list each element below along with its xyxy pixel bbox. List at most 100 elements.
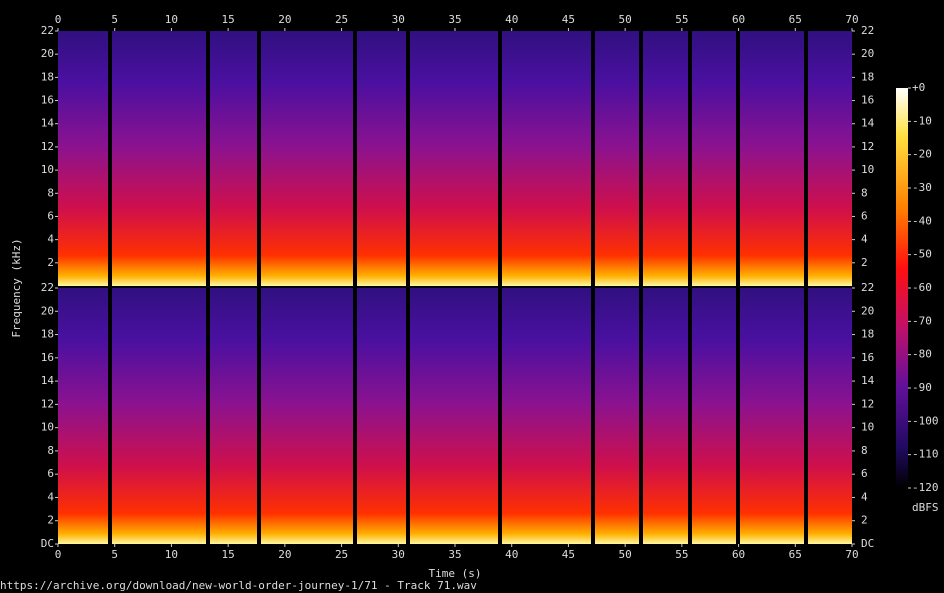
silence-gap — [206, 31, 210, 286]
y-tick-label: 20 — [41, 47, 54, 60]
x-tick-label: 45 — [562, 13, 575, 26]
silence-gap — [257, 31, 261, 286]
x-tick-label: 60 — [732, 13, 745, 26]
silence-gap — [257, 288, 261, 544]
colorbar-tick-label: -100 — [912, 414, 939, 427]
x-tick-label: 55 — [675, 548, 688, 561]
silence-gap — [498, 288, 502, 544]
silence-gap — [688, 31, 692, 286]
colorbar-tick-label: -120 — [912, 481, 939, 494]
y-tick-label: 10 — [41, 163, 54, 176]
y-tick-label: DC — [861, 537, 874, 550]
y-tick-label: 2 — [861, 256, 868, 269]
y-tick-label: 10 — [861, 421, 874, 434]
y-tick-label: 12 — [41, 140, 54, 153]
y-tick-label: 22 — [41, 281, 54, 294]
silence-gap — [353, 288, 357, 544]
y-tick-label: 12 — [861, 140, 874, 153]
y-tick-label: 14 — [41, 374, 55, 387]
y-tick-label: 16 — [861, 94, 874, 107]
colorbar — [896, 88, 908, 488]
x-tick-label: 0 — [55, 548, 62, 561]
x-tick-label: 10 — [165, 548, 178, 561]
y-tick-label: 6 — [47, 209, 54, 222]
colorbar-tick-label: -110 — [912, 448, 939, 461]
footer: https://archive.org/download/new-world-o… — [0, 579, 477, 592]
y-tick-label: 8 — [861, 444, 868, 457]
colorbar-tick-label: -10 — [912, 114, 932, 127]
y-tick-label: 18 — [861, 70, 874, 83]
x-tick-label: 20 — [278, 548, 291, 561]
y-tick-label: 14 — [861, 117, 875, 130]
silence-gap — [804, 31, 808, 286]
y-tick-label: 20 — [41, 304, 54, 317]
spectrogram-panel — [58, 288, 852, 544]
y-tick-label: 22 — [41, 24, 54, 37]
silence-gap — [591, 31, 595, 286]
silence-gap — [406, 288, 410, 544]
x-tick-label: 25 — [335, 13, 348, 26]
x-tick-label: 40 — [505, 548, 518, 561]
x-tick-label: 55 — [675, 13, 688, 26]
silence-gap — [108, 31, 112, 286]
y-tick-label: 4 — [47, 490, 54, 503]
y-tick-label: 4 — [861, 233, 868, 246]
silence-gap — [688, 288, 692, 544]
x-tick-label: 45 — [562, 548, 575, 561]
y-tick-label: 6 — [47, 467, 54, 480]
x-tick-label: 50 — [619, 13, 632, 26]
y-tick-label: 4 — [861, 490, 868, 503]
silence-gap — [639, 288, 643, 544]
y-tick-label: 22 — [861, 24, 874, 37]
silence-gap — [108, 288, 112, 544]
y-tick-label: 4 — [47, 233, 54, 246]
x-tick-label: 50 — [619, 548, 632, 561]
x-tick-label: 65 — [789, 548, 802, 561]
x-tick-label: 5 — [111, 13, 118, 26]
y-tick-label: 16 — [861, 351, 874, 364]
x-tick-label: 10 — [165, 13, 178, 26]
silence-gap — [804, 288, 808, 544]
x-tick-label: 5 — [111, 548, 118, 561]
x-tick-label: 30 — [392, 548, 405, 561]
x-tick-label: 30 — [392, 13, 405, 26]
x-tick-label: 15 — [222, 13, 235, 26]
x-tick-label: 15 — [222, 548, 235, 561]
colorbar-tick-label: -50 — [912, 248, 932, 261]
y-tick-label: 14 — [41, 117, 55, 130]
x-tick-label: 70 — [845, 548, 858, 561]
y-tick-label: 22 — [861, 281, 874, 294]
x-axis-label: Time (s) — [429, 567, 482, 580]
silence-gap — [206, 288, 210, 544]
x-tick-label: 65 — [789, 13, 802, 26]
y-tick-label: 6 — [861, 467, 868, 480]
colorbar-tick-label: +0 — [912, 81, 925, 94]
y-tick-label: 20 — [861, 304, 874, 317]
silence-gap — [353, 31, 357, 286]
silence-gap — [736, 288, 740, 544]
silence-gap — [639, 31, 643, 286]
y-tick-label: 6 — [861, 209, 868, 222]
y-tick-label: 8 — [47, 444, 54, 457]
silence-gap — [406, 31, 410, 286]
x-tick-label: 0 — [55, 13, 62, 26]
y-tick-label: 8 — [861, 186, 868, 199]
y-axis-label: Frequency (kHz) — [10, 238, 23, 337]
y-tick-label: 10 — [41, 421, 54, 434]
y-tick-label: 18 — [41, 328, 54, 341]
x-tick-label: 70 — [845, 13, 858, 26]
silence-gap — [736, 31, 740, 286]
x-tick-label: 25 — [335, 548, 348, 561]
x-tick-label: 35 — [448, 13, 461, 26]
x-tick-label: 60 — [732, 548, 745, 561]
y-tick-label: DC — [41, 537, 54, 550]
y-tick-label: 14 — [861, 374, 875, 387]
colorbar-label: dBFS — [912, 501, 939, 514]
colorbar-tick-label: -30 — [912, 181, 932, 194]
y-tick-label: 8 — [47, 186, 54, 199]
y-tick-label: 10 — [861, 163, 874, 176]
colorbar-tick-label: -80 — [912, 348, 932, 361]
colorbar-tick-label: -70 — [912, 314, 932, 327]
y-tick-label: 2 — [47, 514, 54, 527]
